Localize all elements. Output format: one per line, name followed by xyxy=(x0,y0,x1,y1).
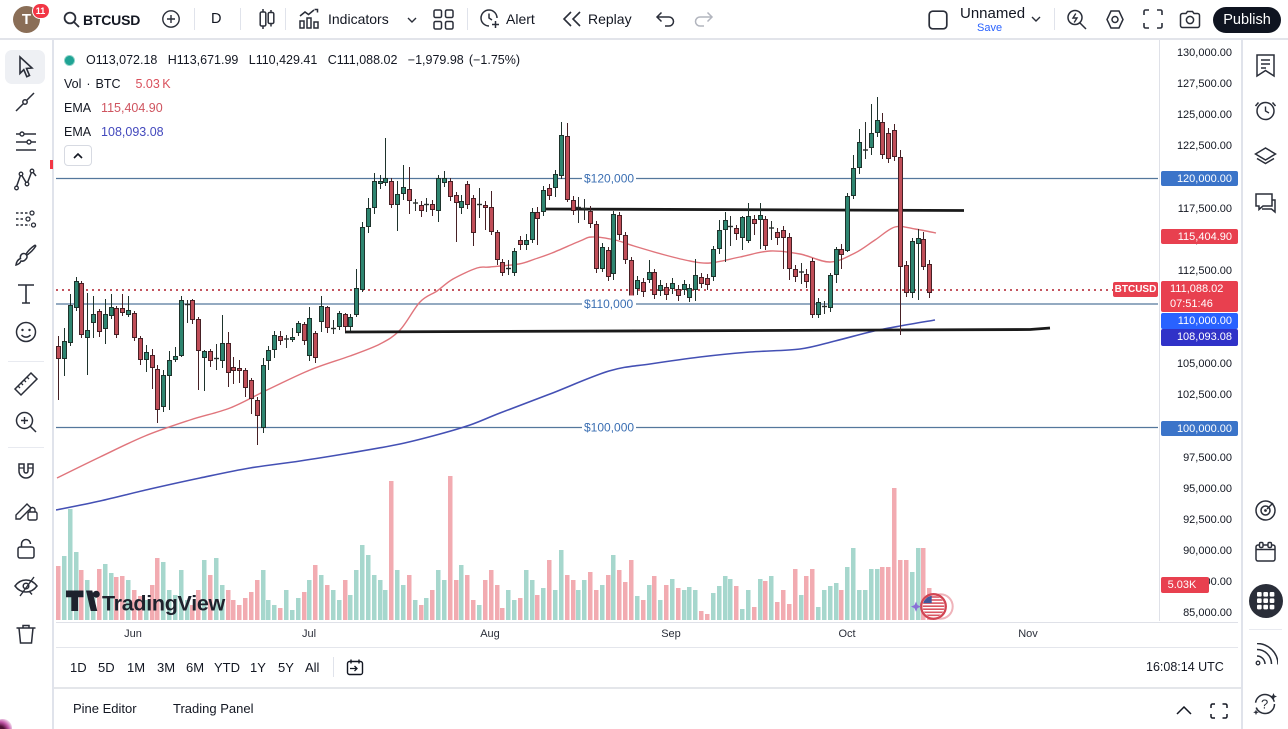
svg-text:?: ? xyxy=(1261,697,1268,712)
svg-text:TradingView: TradingView xyxy=(102,592,226,616)
svg-text:$110,000: $110,000 xyxy=(584,297,633,311)
svg-text:$120,000: $120,000 xyxy=(584,172,634,186)
svg-text:$100,000: $100,000 xyxy=(584,421,634,435)
